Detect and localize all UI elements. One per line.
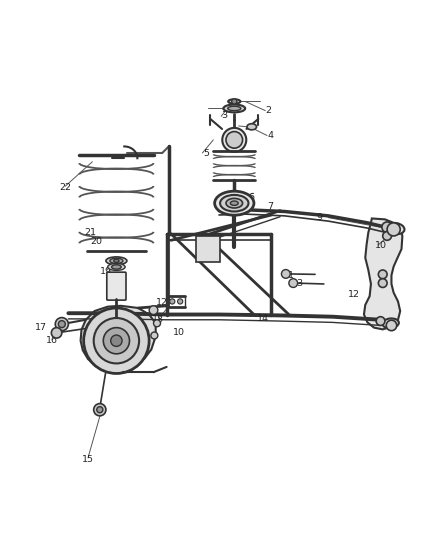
Ellipse shape [114,259,119,262]
Circle shape [282,270,290,278]
Circle shape [232,99,237,104]
Circle shape [97,407,103,413]
Text: 20: 20 [90,237,102,246]
Ellipse shape [108,263,125,270]
Text: 12: 12 [156,298,168,307]
Circle shape [378,279,387,287]
Text: 22: 22 [59,183,71,192]
Text: 5: 5 [203,149,209,158]
Ellipse shape [110,258,123,263]
Text: 4: 4 [268,131,273,140]
Ellipse shape [226,132,243,148]
Circle shape [149,306,158,314]
Polygon shape [81,306,155,372]
Text: 11: 11 [283,271,295,280]
Circle shape [383,231,392,240]
Circle shape [84,308,149,374]
Text: 8: 8 [212,239,218,248]
Text: 1: 1 [229,100,235,109]
Circle shape [153,320,160,327]
Circle shape [94,403,106,416]
Ellipse shape [220,195,248,212]
Ellipse shape [228,106,241,111]
Ellipse shape [247,124,257,130]
Text: 9: 9 [316,213,322,222]
Text: 21: 21 [84,228,96,237]
Text: 13: 13 [292,279,304,288]
Ellipse shape [223,104,245,112]
Circle shape [177,299,183,304]
Text: 18: 18 [152,315,164,324]
Circle shape [58,321,65,328]
Ellipse shape [222,128,246,152]
Text: 15: 15 [82,455,94,464]
Text: 2: 2 [265,106,271,115]
Text: 6: 6 [249,193,255,202]
Circle shape [51,328,62,338]
Text: 3: 3 [221,111,227,120]
Ellipse shape [112,265,121,269]
Text: 17: 17 [35,323,47,332]
Circle shape [94,318,139,364]
Ellipse shape [215,191,254,215]
Text: 10: 10 [374,241,387,250]
Text: 19: 19 [100,267,113,276]
Ellipse shape [230,201,238,205]
Ellipse shape [382,318,399,328]
FancyBboxPatch shape [196,236,220,262]
Circle shape [382,222,392,232]
Circle shape [170,299,175,304]
Circle shape [378,270,387,279]
Text: 14: 14 [257,313,268,322]
Circle shape [386,320,397,330]
Ellipse shape [106,257,127,265]
Circle shape [376,317,385,326]
Text: 16: 16 [46,336,58,345]
Ellipse shape [226,198,243,208]
Circle shape [111,335,122,346]
Circle shape [55,318,68,330]
Text: 10: 10 [173,328,185,337]
Circle shape [103,328,130,354]
Ellipse shape [387,223,404,234]
Circle shape [289,279,297,287]
Circle shape [151,332,158,339]
Ellipse shape [228,99,240,103]
Circle shape [387,223,400,236]
Polygon shape [364,219,403,329]
Text: 7: 7 [267,202,273,211]
Text: 12: 12 [348,290,360,300]
FancyBboxPatch shape [107,272,126,300]
